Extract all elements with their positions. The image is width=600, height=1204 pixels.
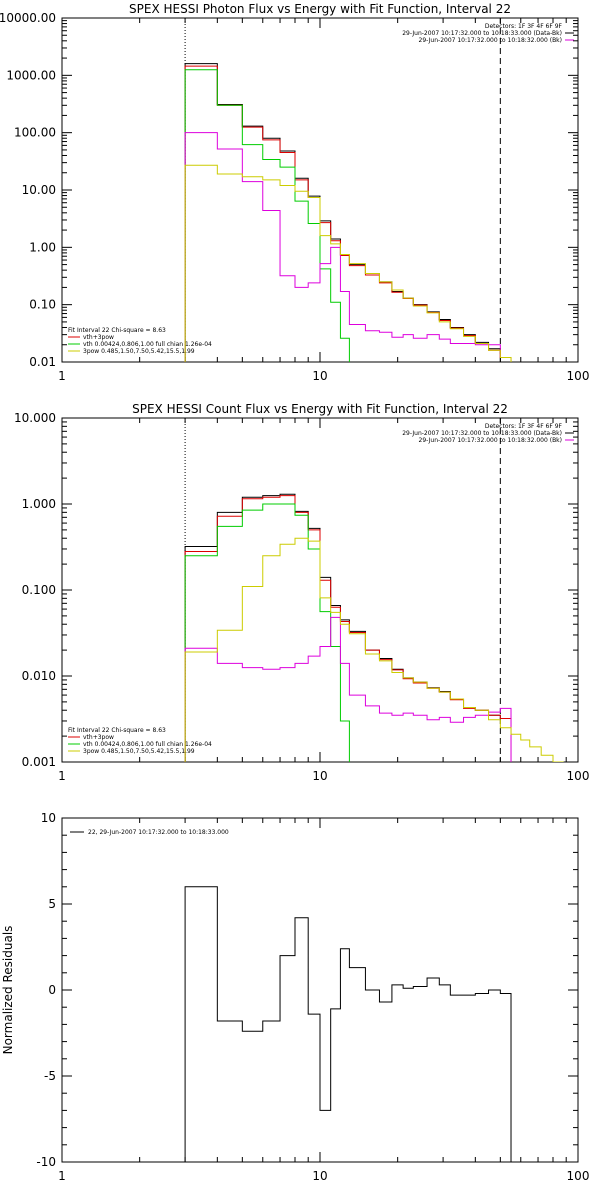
chart-title: SPEX HESSI Count Flux vs Energy with Fit… xyxy=(132,402,508,416)
x-tick-label: 10 xyxy=(312,769,327,783)
x-tick-label: 10 xyxy=(312,1169,327,1183)
series-2-line xyxy=(184,495,512,762)
series-group xyxy=(184,63,539,362)
x-tick-label: 100 xyxy=(567,1169,590,1183)
legend-bottom-entry: vth+3pow xyxy=(83,334,114,341)
y-tick-label: -10 xyxy=(36,1155,56,1169)
legend-top-entry: 29-Jun-2007 10:17:32.000 to 10:18:32.000… xyxy=(419,37,562,44)
y-tick-label: 0 xyxy=(48,983,56,997)
chart-panel-1: SPEX HESSI Photon Flux vs Energy with Fi… xyxy=(0,2,589,383)
series-1-line xyxy=(184,63,512,362)
y-tick-label: 1000.00 xyxy=(6,68,56,82)
y-tick-label: 10.00 xyxy=(22,183,56,197)
y-tick-label: 10 xyxy=(41,811,56,825)
x-tick-label: 1 xyxy=(58,769,66,783)
legend-entry: 22, 29-Jun-2007 10:17:32.000 to 10:18:33… xyxy=(88,829,229,836)
series-3-line xyxy=(184,69,359,362)
x-tick-label: 10 xyxy=(312,369,327,383)
legend-bottom-entry: 3pow 0.485,1.50,7.50,5.42,15.5,1.99 xyxy=(83,748,195,755)
series-group xyxy=(184,493,564,762)
legend-top-entry: Detectors: 1F 3F 4F 6F 9F xyxy=(485,23,563,30)
x-tick-label: 1 xyxy=(58,369,66,383)
x-tick-label: 100 xyxy=(567,369,590,383)
legend-top-entry: Detectors: 1F 3F 4F 6F 9F xyxy=(485,423,563,430)
x-tick-label: 1 xyxy=(58,1169,66,1183)
series-5-line xyxy=(184,164,539,362)
y-tick-label: 0.100 xyxy=(22,583,56,597)
y-tick-label: 0.10 xyxy=(29,298,56,312)
y-tick-label: 100.00 xyxy=(14,126,56,140)
series-2-line xyxy=(184,65,512,362)
y-tick-label: 0.01 xyxy=(29,355,56,369)
y-tick-label: 1.000 xyxy=(22,497,56,511)
y-tick-label: 0.010 xyxy=(22,669,56,683)
y-tick-label: 10.000 xyxy=(14,411,56,425)
series-1-line xyxy=(184,886,512,1162)
series-3-line xyxy=(184,503,359,762)
chart-title: SPEX HESSI Photon Flux vs Energy with Fi… xyxy=(129,2,511,16)
legend-bottom-entry: 3pow 0.485,1.50,7.50,5.42,15.5,1.99 xyxy=(83,348,195,355)
x-tick-label: 100 xyxy=(567,769,590,783)
series-4-line xyxy=(184,132,512,362)
legend-top-entry: 29-Jun-2007 10:17:32.000 to 10:18:33.000… xyxy=(402,30,562,37)
legend-bottom-entry: Fit Interval 22 Chi-square = 8.63 xyxy=(68,327,166,334)
series-4-line xyxy=(184,616,512,762)
y-tick-label: 10000.00 xyxy=(0,11,56,25)
y-tick-label: 1.00 xyxy=(29,240,56,254)
chart-panel-3: 1 10 100 -10 -5 0 5 10 Normalized Residuals 22, 2… xyxy=(1,811,589,1183)
legend-bottom-entry: vth 0.00424,0.806,1.00 full chian 1.26e-… xyxy=(83,341,212,348)
series-group xyxy=(184,886,512,1162)
legend-bottom-entry: Fit Interval 22 Chi-square = 8.63 xyxy=(68,727,166,734)
legend-top-entry: 29-Jun-2007 10:17:32.000 to 10:18:32.000… xyxy=(419,437,562,444)
y-tick-label: 5 xyxy=(48,897,56,911)
y-axis-label: Normalized Residuals xyxy=(1,926,15,1055)
chart-panel-2: SPEX HESSI Count Flux vs Energy with Fit… xyxy=(14,402,589,783)
legend-top-entry: 29-Jun-2007 10:17:32.000 to 10:18:33.000… xyxy=(402,430,562,437)
y-tick-label: 0.001 xyxy=(22,755,56,769)
series-5-line xyxy=(184,537,564,762)
legend-bottom-entry: vth 0.00424,0.806,1.00 full chian 1.26e-… xyxy=(83,741,212,748)
legend-bottom-entry: vth+3pow xyxy=(83,734,114,741)
y-tick-label: -5 xyxy=(44,1069,56,1083)
